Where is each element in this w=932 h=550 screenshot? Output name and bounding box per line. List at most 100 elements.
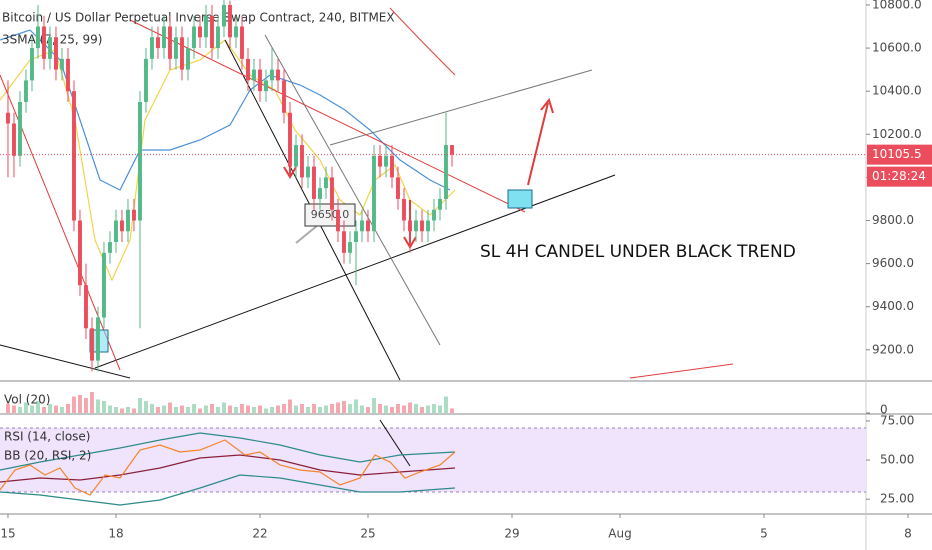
candle-body [72,91,76,221]
volume-bar [354,399,358,413]
candle-body [312,166,316,199]
candle-body [306,166,310,178]
volume-bar [156,407,160,413]
volume-bar [444,396,448,413]
candle-body [180,37,184,70]
volume-bar [6,404,10,413]
x-tick-label: Aug [608,527,631,541]
volume-bar [450,408,454,413]
last-price-label: 10105.5 [872,147,922,161]
candle-body [114,220,118,243]
trend-line [629,363,734,379]
volume-bar [252,407,256,413]
volume-bar [294,405,298,413]
volume-bar [36,401,40,413]
y-tick-label: 0 [880,403,888,417]
volume-bar [12,405,16,413]
label-pointer [295,224,319,244]
last-price-tag [867,144,932,165]
volume-bar [432,404,436,413]
volume-bar [192,404,196,413]
rsi-band [0,428,866,492]
volume-bar [240,404,244,413]
y-tick-label: 75.00 [880,413,914,427]
chart-title: Bitcoin / US Dollar Perpetual Inverse Sw… [2,11,395,25]
candle-body [258,69,262,92]
candle-body [192,26,196,49]
candle-body [54,37,58,70]
sma-line [389,7,456,76]
candle-body [426,220,430,232]
candle-body [96,317,100,361]
sma-line [0,29,451,191]
volume-bar [420,407,424,413]
candle-body [390,155,394,178]
candle-body [336,209,340,232]
volume-bar [306,407,310,413]
volume-bar [396,404,400,413]
candle-body [156,37,160,49]
bb-basis [0,454,456,483]
candle-body [294,145,298,167]
sma-line [0,39,456,282]
candle-body [438,198,442,210]
candle-body [378,155,382,167]
candle-body [150,37,154,59]
volume-bar [282,404,286,413]
candle-body [90,328,94,361]
volume-bar [168,402,172,413]
candle-body [162,26,166,49]
candle-body [318,188,322,199]
x-tick-label: 8 [904,527,912,541]
candle-body [450,145,454,155]
x-tick-label: 15 [0,527,15,541]
volume-bar [300,404,304,413]
trend-line [379,419,411,467]
candle-body [372,155,376,232]
y-tick-label: 9400.0 [872,299,914,313]
candle-body [30,48,34,81]
candle-body [84,285,88,329]
candle-body [396,177,400,199]
candle-body [366,220,370,232]
x-tick-label: 5 [760,527,768,541]
volume-bar [138,398,142,413]
candle-body [354,231,358,243]
candle-body [60,58,64,70]
candle-body [414,220,418,232]
countdown-tag [867,166,932,187]
volume-bar [222,402,226,413]
candle-body [330,177,334,210]
candle-body [252,69,256,81]
annotation: SL 4H CANDEL UNDER BLACK TREND [480,242,796,262]
candle-body [270,69,274,81]
candle-body [12,123,16,156]
bb-line [0,474,456,506]
volume-bar [204,405,208,413]
volume-bar [180,405,184,413]
y-tick-label: 10200.0 [872,127,922,141]
candle-body [42,26,46,59]
candle-body [204,15,208,38]
volume-bar [216,407,220,413]
candle-body [132,209,136,221]
candle-body [210,15,214,49]
volume-bar [24,402,28,413]
volume-bar [48,404,52,413]
x-tick-label: 18 [108,527,123,541]
volume-bar [18,407,22,413]
volume-bar [186,407,190,413]
volume-bar [96,399,100,413]
volume-bar [426,405,430,413]
candle-body [360,220,364,232]
trend-line [129,19,526,213]
volume-bar [210,404,214,413]
y-tick-label: 10800.0 [872,0,922,11]
candle-body [108,242,112,253]
candle-body [6,112,10,124]
candle-body [324,177,328,189]
volume-bar [90,392,94,413]
volume-bar [270,407,274,413]
candle-body [444,145,448,199]
bb-line [0,432,456,471]
